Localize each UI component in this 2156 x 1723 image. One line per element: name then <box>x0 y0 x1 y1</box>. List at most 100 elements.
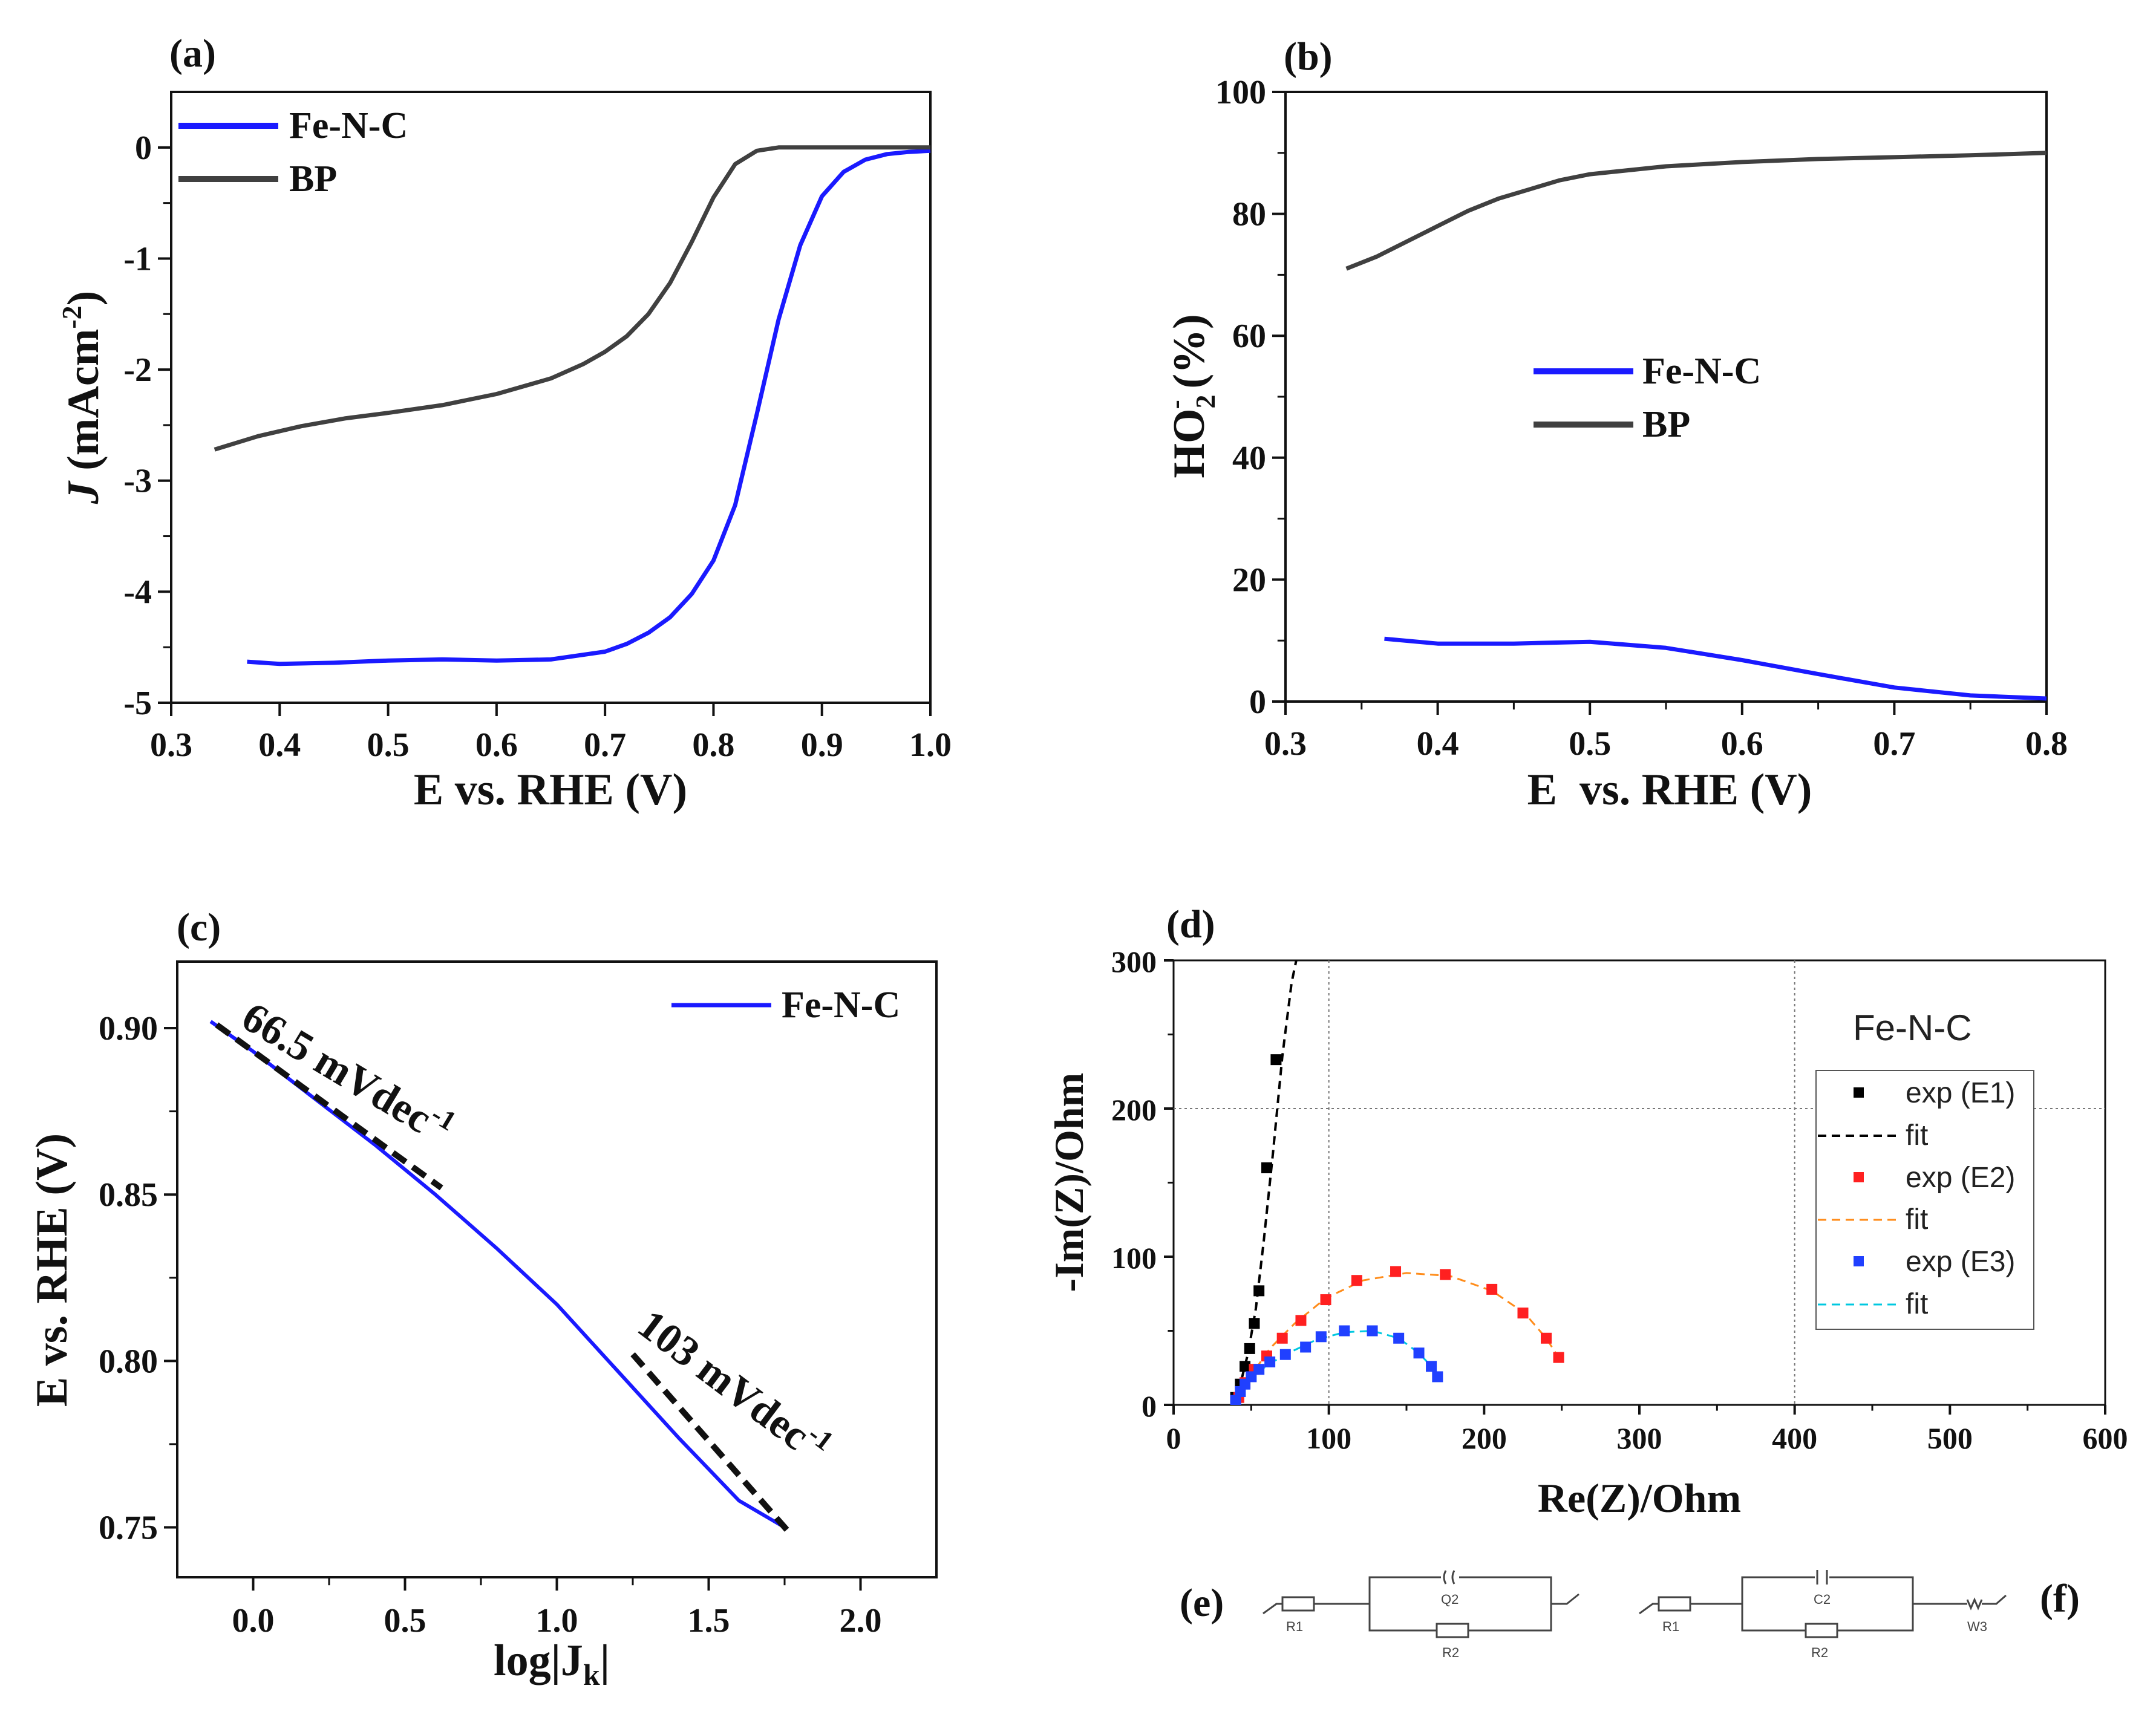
scatter-point <box>1249 1318 1260 1329</box>
resistor-r1-icon <box>1658 1596 1691 1612</box>
ylabel-j: J <box>59 480 108 504</box>
legend-label-fe-n-c: Fe-N-C <box>782 985 900 1026</box>
legend-label-e3: exp (E3) <box>1906 1246 2015 1278</box>
legend-label-fit-e1: fit <box>1906 1119 1928 1151</box>
xtick-label: 0.5 <box>384 1602 426 1640</box>
ytick-label: 0.75 <box>99 1509 158 1546</box>
panel-b-xtick-labels: 0.3 0.4 0.5 0.6 0.7 0.8 <box>1264 725 2068 763</box>
series-line-fe-n-c <box>209 1020 786 1529</box>
scatter-point <box>1390 1266 1402 1277</box>
scatter-point <box>1486 1283 1498 1295</box>
capacitor-c2-mask <box>1815 1572 1829 1582</box>
circuit-f-w3-label: W3 <box>1967 1619 1987 1634</box>
xtick-label: 400 <box>1772 1421 1817 1455</box>
ytick-label: 0 <box>1142 1389 1157 1423</box>
xtick-label: 200 <box>1462 1421 1507 1455</box>
legend-label-bp: BP <box>289 158 337 200</box>
cpe-q2-mask <box>1441 1572 1459 1582</box>
xtick-label: 100 <box>1306 1421 1351 1455</box>
circuit-e-r2-label: R2 <box>1442 1645 1459 1660</box>
panel-a-xtick-labels: 0.3 0.4 0.5 0.6 0.7 0.8 0.9 1.0 <box>150 726 952 764</box>
tafel-fit-low <box>215 1022 443 1191</box>
legend-marker-e1 <box>1854 1087 1864 1098</box>
scatter-point <box>1320 1294 1331 1306</box>
xlabel-sub: k <box>583 1658 600 1692</box>
panel-a-ticks <box>158 146 932 716</box>
scatter-point <box>1240 1361 1251 1372</box>
circuit-e-r1-label: R1 <box>1286 1619 1303 1634</box>
ytick-label: 80 <box>1232 196 1266 233</box>
panel-b-ylabel: HO2- (%) <box>1160 314 1221 478</box>
ylabel-close: ) <box>59 291 108 306</box>
xtick-label: 300 <box>1617 1421 1662 1455</box>
panel-f-label: (f) <box>2040 1577 2080 1621</box>
ylabel-sub: 2 <box>1190 395 1221 409</box>
scatter-points-e3 <box>1230 1325 1443 1405</box>
panel-b-ytick-labels: 0 20 40 60 80 100 <box>1215 74 1266 721</box>
scatter-point <box>1432 1371 1443 1383</box>
scatter-point <box>1315 1331 1327 1343</box>
ytick-label: 200 <box>1111 1093 1157 1127</box>
cpe-q2-icon <box>1443 1570 1455 1585</box>
panel-d-ytick-labels: 0 100 200 300 <box>1111 945 1157 1423</box>
scatter-point <box>1367 1325 1378 1337</box>
legend-label-fit-e3: fit <box>1906 1288 1928 1320</box>
xtick-label: 2.0 <box>840 1602 882 1640</box>
scatter-point <box>1413 1347 1425 1359</box>
panel-b-legend: Fe-N-C BP <box>1534 351 1761 445</box>
scatter-point <box>1253 1285 1265 1297</box>
panel-d-ylabel: -Im(Z)/Ohm <box>1046 1073 1092 1292</box>
circuit-f-lead-left <box>1639 1603 1659 1615</box>
scatter-point <box>1393 1332 1405 1344</box>
legend-box <box>1815 1070 2034 1330</box>
scatter-point <box>1264 1356 1276 1367</box>
warburg-w3-icon <box>1966 1594 2007 1611</box>
circuit-e: (e) R1 Q2 R2 <box>1180 1570 1579 1660</box>
xtick-label: 1.0 <box>536 1602 578 1640</box>
panel-a-label: (a) <box>169 31 216 76</box>
scatter-point <box>1517 1308 1529 1319</box>
ytick-label: 0.90 <box>99 1010 158 1047</box>
panel-b-ticks <box>1272 91 2048 715</box>
capacitor-c2-icon <box>1816 1570 1828 1585</box>
panel-d-xtick-labels: 0 100 200 300 400 500 600 <box>1166 1421 2128 1455</box>
panel-c-xtick-labels: 0.0 0.5 1.0 1.5 2.0 <box>232 1602 882 1640</box>
series-line-bp <box>214 145 930 452</box>
tafel-slope-label-2: 103 mVdec-1 <box>629 1297 839 1473</box>
panel-c-xlabel: log|Jk| <box>494 1636 610 1692</box>
circuit-e-lead-left <box>1263 1603 1281 1615</box>
ytick-label: 300 <box>1111 945 1157 979</box>
panel-d-legend: Fe-N-C exp (E1) fit exp (E2) fit exp (E3… <box>1815 1008 2034 1330</box>
series-line-fe-n-c <box>247 148 931 666</box>
panel-b-xlabel: E vs. RHE (V) <box>1527 765 1812 815</box>
xtick-label: 0 <box>1166 1421 1181 1455</box>
ylabel-sup: - <box>1160 400 1191 409</box>
panel-d-label: (d) <box>1166 902 1215 946</box>
scatter-point <box>1553 1352 1564 1363</box>
xtick-label: 600 <box>2083 1421 2128 1455</box>
ytick-label: 100 <box>1111 1241 1157 1275</box>
ytick-label: 20 <box>1232 561 1266 599</box>
panel-c-ticks <box>164 1027 862 1591</box>
xtick-label: 0.7 <box>1873 725 1915 763</box>
xtick-label: 0.0 <box>232 1602 275 1640</box>
panel-c-ytick-labels: 0.75 0.80 0.85 0.90 <box>99 1010 158 1546</box>
scatter-point <box>1426 1361 1437 1372</box>
legend-label-e1: exp (E1) <box>1906 1077 2015 1109</box>
ytick-label: -5 <box>123 685 152 722</box>
ytick-label: -3 <box>123 463 152 500</box>
panel-d: (d) 0 100 200 300 400 500 600 0 100 200 … <box>1046 902 2128 1521</box>
xtick-label: 1.5 <box>688 1602 730 1640</box>
ytick-label: 100 <box>1215 74 1266 111</box>
ylabel-unit: (%) <box>1165 314 1214 400</box>
xtick-label: 0.6 <box>1721 725 1763 763</box>
circuit-f: R1 C2 R2 W3 (f) <box>1639 1570 2080 1660</box>
legend-label-e2: exp (E2) <box>1906 1162 2015 1194</box>
panel-b-frame <box>1284 91 2048 703</box>
xtick-label: 500 <box>1927 1421 1973 1455</box>
ytick-label: 0 <box>1249 683 1266 721</box>
scatter-point <box>1279 1349 1291 1360</box>
ylabel-ho: HO <box>1165 409 1214 478</box>
panel-c-legend: Fe-N-C <box>671 985 900 1026</box>
